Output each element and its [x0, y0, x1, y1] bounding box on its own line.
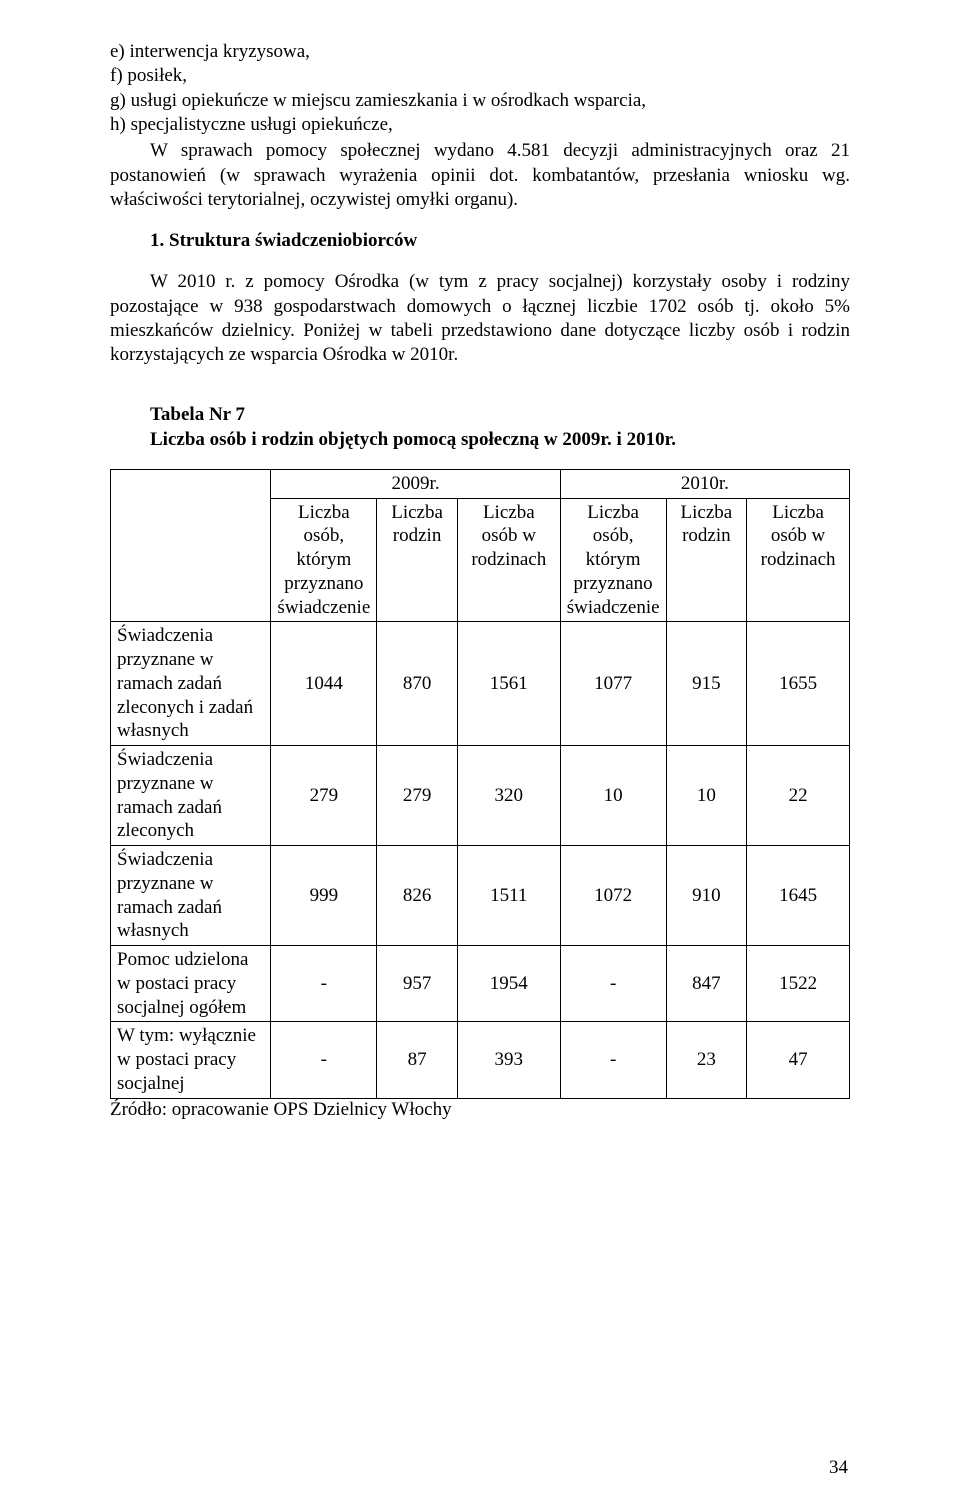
list-item-f: f) posiłek,	[110, 64, 850, 88]
row-1-v0: 279	[271, 746, 377, 846]
col-2010-c: Liczba osób w rodzinach	[747, 498, 850, 622]
row-3-v1: 957	[377, 946, 458, 1022]
table-year-2009: 2009r.	[271, 469, 560, 498]
col-2009-a: Liczba osób, którym przyznano świadczeni…	[271, 498, 377, 622]
row-2-label: Świadczenia przyznane w ramach zadań wła…	[111, 846, 271, 946]
table-7: 2009r. 2010r. Liczba osób, którym przyzn…	[110, 469, 850, 1099]
row-1-v3: 10	[560, 746, 666, 846]
row-4-v3: -	[560, 1022, 666, 1098]
row-2-v0: 999	[271, 846, 377, 946]
section-1-paragraph: W 2010 r. z pomocy Ośrodka (w tym z prac…	[110, 270, 850, 367]
row-1-label: Świadczenia przyznane w ramach zadań zle…	[111, 746, 271, 846]
col-2009-c: Liczba osób w rodzinach	[457, 498, 560, 622]
list-item-h: h) specjalistyczne usługi opiekuńcze,	[110, 113, 850, 137]
table-corner-blank	[111, 469, 271, 622]
col-2009-b: Liczba rodzin	[377, 498, 458, 622]
row-4-v4: 23	[666, 1022, 747, 1098]
row-0-v3: 1077	[560, 622, 666, 746]
row-3-v2: 1954	[457, 946, 560, 1022]
row-4-v5: 47	[747, 1022, 850, 1098]
table-row: Pomoc udzielona w postaci pracy socjalne…	[111, 946, 850, 1022]
section-1-paragraph-text: W 2010 r. z pomocy Ośrodka (w tym z prac…	[110, 271, 850, 365]
row-4-label: W tym: wyłącznie w postaci pracy socjaln…	[111, 1022, 271, 1098]
row-4-v0: -	[271, 1022, 377, 1098]
row-4-v2: 393	[457, 1022, 560, 1098]
row-3-v0: -	[271, 946, 377, 1022]
row-0-v5: 1655	[747, 622, 850, 746]
row-3-v5: 1522	[747, 946, 850, 1022]
table-7-title-line1: Tabela Nr 7	[150, 403, 850, 428]
intro-paragraph-text: W sprawach pomocy społecznej wydano 4.58…	[110, 140, 850, 210]
row-1-v4: 10	[666, 746, 747, 846]
table-row: W tym: wyłącznie w postaci pracy socjaln…	[111, 1022, 850, 1098]
intro-paragraph: W sprawach pomocy społecznej wydano 4.58…	[110, 139, 850, 212]
table-7-title: Tabela Nr 7 Liczba osób i rodzin objętyc…	[150, 403, 850, 452]
row-0-label: Świadczenia przyznane w ramach zadań zle…	[111, 622, 271, 746]
row-0-v0: 1044	[271, 622, 377, 746]
row-2-v1: 826	[377, 846, 458, 946]
row-0-v2: 1561	[457, 622, 560, 746]
col-2010-b: Liczba rodzin	[666, 498, 747, 622]
row-2-v2: 1511	[457, 846, 560, 946]
table-7-source: Źródło: opracowanie OPS Dzielnicy Włochy	[110, 1099, 850, 1121]
section-1-heading: 1. Struktura świadczeniobiorców	[150, 230, 850, 252]
page-number: 34	[829, 1457, 848, 1479]
list-item-g: g) usługi opiekuńcze w miejscu zamieszka…	[110, 89, 850, 113]
row-3-v4: 847	[666, 946, 747, 1022]
table-header-row-years: 2009r. 2010r.	[111, 469, 850, 498]
row-4-v1: 87	[377, 1022, 458, 1098]
row-3-label: Pomoc udzielona w postaci pracy socjalne…	[111, 946, 271, 1022]
row-1-v1: 279	[377, 746, 458, 846]
row-3-v3: -	[560, 946, 666, 1022]
list-item-e: e) interwencja kryzysowa,	[110, 40, 850, 64]
col-2010-a: Liczba osób, którym przyznano świadczeni…	[560, 498, 666, 622]
table-year-2010: 2010r.	[560, 469, 849, 498]
table-row: Świadczenia przyznane w ramach zadań wła…	[111, 846, 850, 946]
row-0-v1: 870	[377, 622, 458, 746]
row-2-v3: 1072	[560, 846, 666, 946]
row-0-v4: 915	[666, 622, 747, 746]
row-1-v2: 320	[457, 746, 560, 846]
table-row: Świadczenia przyznane w ramach zadań zle…	[111, 746, 850, 846]
row-1-v5: 22	[747, 746, 850, 846]
row-2-v4: 910	[666, 846, 747, 946]
table-7-title-line2: Liczba osób i rodzin objętych pomocą spo…	[150, 428, 850, 453]
row-2-v5: 1645	[747, 846, 850, 946]
table-row: Świadczenia przyznane w ramach zadań zle…	[111, 622, 850, 746]
